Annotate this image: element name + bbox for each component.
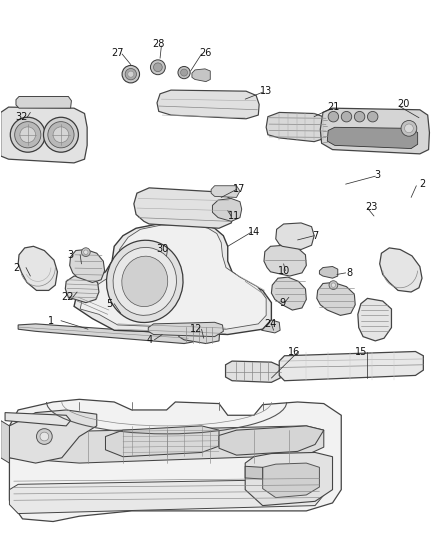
Circle shape xyxy=(53,127,69,143)
Polygon shape xyxy=(263,463,319,498)
Text: 16: 16 xyxy=(288,346,300,357)
Circle shape xyxy=(122,66,140,83)
Polygon shape xyxy=(320,108,429,154)
Polygon shape xyxy=(279,351,424,381)
Polygon shape xyxy=(272,277,306,310)
Polygon shape xyxy=(1,107,87,163)
Ellipse shape xyxy=(106,240,183,322)
Polygon shape xyxy=(134,188,234,228)
Circle shape xyxy=(367,111,378,122)
Text: 13: 13 xyxy=(260,86,272,96)
Polygon shape xyxy=(276,223,314,249)
Ellipse shape xyxy=(113,247,177,316)
Polygon shape xyxy=(10,410,97,463)
Polygon shape xyxy=(65,276,99,303)
Polygon shape xyxy=(70,249,105,282)
Text: 4: 4 xyxy=(146,335,152,345)
Text: 22: 22 xyxy=(61,292,73,302)
Polygon shape xyxy=(380,248,422,292)
Polygon shape xyxy=(264,245,306,276)
Text: 15: 15 xyxy=(355,346,367,357)
Ellipse shape xyxy=(122,256,168,306)
Circle shape xyxy=(48,122,74,148)
Polygon shape xyxy=(10,426,324,463)
Circle shape xyxy=(153,63,162,71)
Polygon shape xyxy=(5,413,71,426)
Polygon shape xyxy=(219,426,324,455)
Text: 14: 14 xyxy=(248,227,260,237)
Circle shape xyxy=(329,281,338,289)
Text: 9: 9 xyxy=(279,297,286,308)
Text: 10: 10 xyxy=(278,266,290,276)
Text: 3: 3 xyxy=(67,250,74,260)
Circle shape xyxy=(20,127,35,143)
Circle shape xyxy=(84,250,88,254)
Circle shape xyxy=(43,117,78,152)
Circle shape xyxy=(331,283,336,287)
Polygon shape xyxy=(18,246,57,290)
Polygon shape xyxy=(192,69,210,82)
Polygon shape xyxy=(80,225,266,329)
Text: 17: 17 xyxy=(233,184,245,195)
Text: 11: 11 xyxy=(228,211,240,221)
Polygon shape xyxy=(18,324,193,344)
Polygon shape xyxy=(148,324,183,338)
Text: 21: 21 xyxy=(327,102,339,112)
Polygon shape xyxy=(245,453,332,506)
Text: 23: 23 xyxy=(365,202,377,212)
Circle shape xyxy=(341,111,352,122)
Polygon shape xyxy=(212,198,242,221)
Polygon shape xyxy=(245,466,263,479)
Text: 30: 30 xyxy=(156,245,168,254)
Polygon shape xyxy=(16,96,71,108)
Text: 27: 27 xyxy=(111,48,124,58)
Text: 32: 32 xyxy=(15,112,28,122)
Circle shape xyxy=(11,117,45,152)
Polygon shape xyxy=(327,127,418,149)
Circle shape xyxy=(401,120,417,136)
Polygon shape xyxy=(1,421,10,463)
Text: 8: 8 xyxy=(346,268,352,278)
Circle shape xyxy=(128,71,134,77)
Polygon shape xyxy=(148,322,223,337)
Text: 3: 3 xyxy=(374,170,380,180)
Circle shape xyxy=(354,111,365,122)
Polygon shape xyxy=(319,266,338,278)
Polygon shape xyxy=(10,399,341,521)
Polygon shape xyxy=(258,320,280,333)
Circle shape xyxy=(125,68,137,80)
Text: 26: 26 xyxy=(199,48,211,58)
Polygon shape xyxy=(358,298,392,341)
Text: 12: 12 xyxy=(190,324,202,334)
Polygon shape xyxy=(106,426,219,457)
Circle shape xyxy=(14,122,41,148)
Polygon shape xyxy=(266,112,328,142)
Polygon shape xyxy=(10,479,324,514)
Text: 7: 7 xyxy=(312,231,318,241)
Circle shape xyxy=(81,248,90,256)
Polygon shape xyxy=(317,282,355,316)
Text: 5: 5 xyxy=(106,298,112,309)
Circle shape xyxy=(40,432,49,441)
Text: 24: 24 xyxy=(264,319,277,329)
Circle shape xyxy=(178,67,190,79)
Polygon shape xyxy=(157,90,259,119)
Circle shape xyxy=(36,429,52,445)
Polygon shape xyxy=(179,326,220,344)
Circle shape xyxy=(328,111,339,122)
Text: 2: 2 xyxy=(13,263,19,272)
Circle shape xyxy=(405,124,413,133)
Circle shape xyxy=(180,69,187,76)
Text: 20: 20 xyxy=(397,100,410,109)
Circle shape xyxy=(150,60,165,75)
Polygon shape xyxy=(226,361,281,382)
Text: 28: 28 xyxy=(152,39,165,50)
Polygon shape xyxy=(211,185,240,197)
Polygon shape xyxy=(74,224,272,335)
Text: 2: 2 xyxy=(419,179,425,189)
Text: 1: 1 xyxy=(48,316,54,326)
